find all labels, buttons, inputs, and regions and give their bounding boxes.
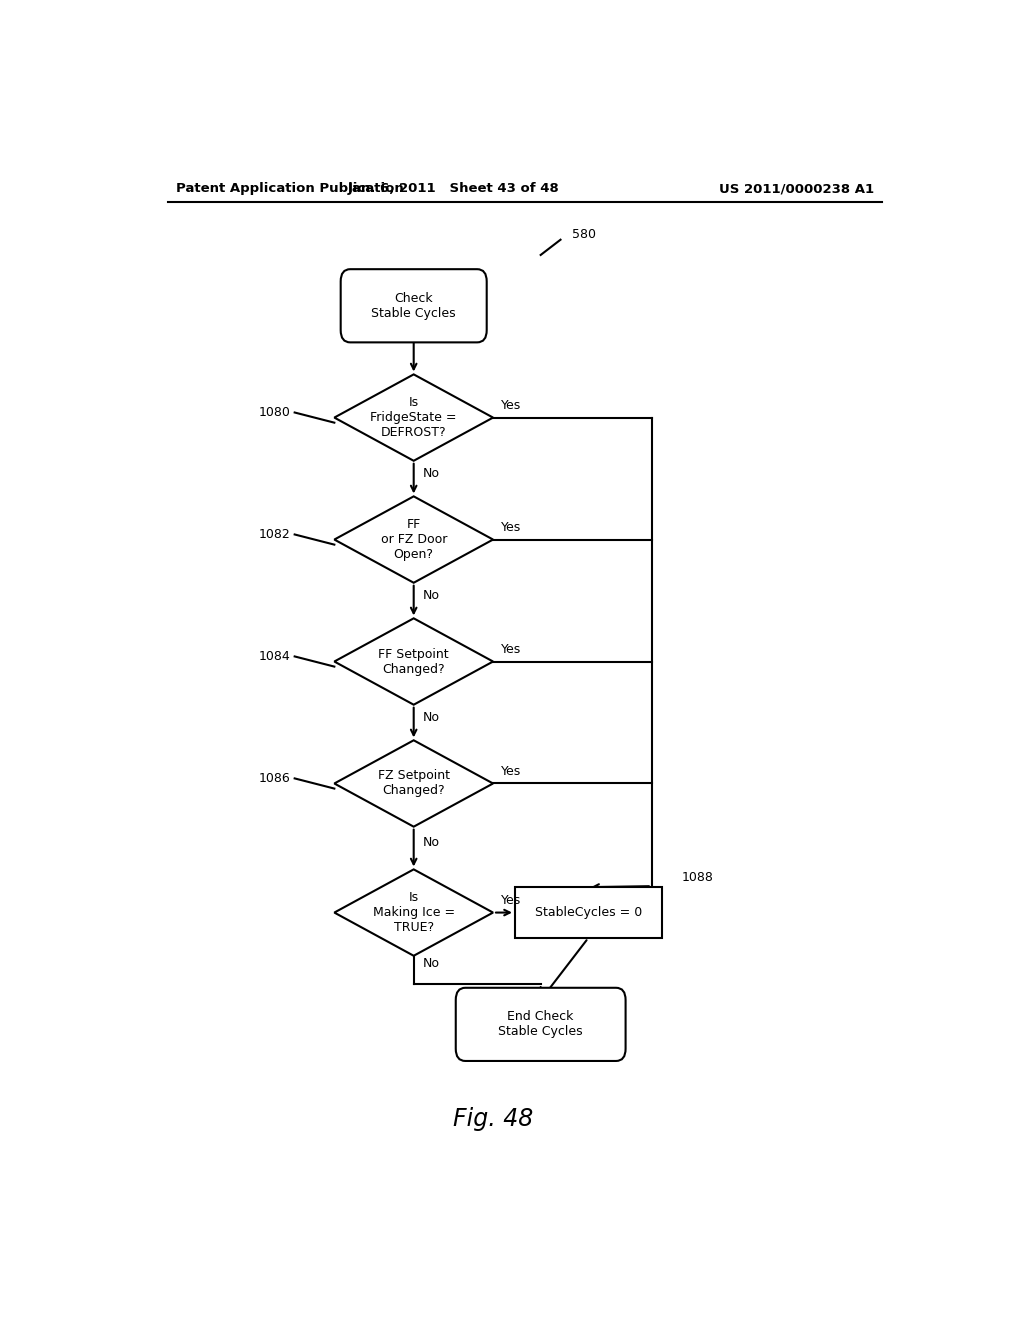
Text: Is
FridgeState =
DEFROST?: Is FridgeState = DEFROST? <box>371 396 457 440</box>
FancyBboxPatch shape <box>341 269 486 342</box>
Text: No: No <box>423 957 440 970</box>
Text: No: No <box>423 711 440 723</box>
Text: StableCycles = 0: StableCycles = 0 <box>535 906 642 919</box>
Text: No: No <box>423 467 440 480</box>
Text: 1080: 1080 <box>259 407 291 418</box>
Text: FF
or FZ Door
Open?: FF or FZ Door Open? <box>381 517 446 561</box>
Text: Check
Stable Cycles: Check Stable Cycles <box>372 292 456 319</box>
Text: 1082: 1082 <box>259 528 291 541</box>
Text: 580: 580 <box>572 228 596 242</box>
Text: No: No <box>423 837 440 850</box>
Text: 1084: 1084 <box>259 649 291 663</box>
Text: End Check
Stable Cycles: End Check Stable Cycles <box>499 1010 583 1039</box>
Text: Yes: Yes <box>501 894 521 907</box>
Polygon shape <box>334 870 494 956</box>
Text: Patent Application Publication: Patent Application Publication <box>176 182 403 195</box>
Text: Is
Making Ice =
TRUE?: Is Making Ice = TRUE? <box>373 891 455 935</box>
Polygon shape <box>334 618 494 705</box>
Text: 1088: 1088 <box>682 871 714 884</box>
Polygon shape <box>334 375 494 461</box>
Bar <box>515 887 662 939</box>
FancyBboxPatch shape <box>456 987 626 1061</box>
Text: 1086: 1086 <box>259 772 291 785</box>
Text: Jan. 6, 2011   Sheet 43 of 48: Jan. 6, 2011 Sheet 43 of 48 <box>347 182 559 195</box>
Text: FZ Setpoint
Changed?: FZ Setpoint Changed? <box>378 770 450 797</box>
Text: Yes: Yes <box>501 764 521 777</box>
Text: Fig. 48: Fig. 48 <box>453 1107 534 1131</box>
Text: No: No <box>423 589 440 602</box>
Polygon shape <box>334 496 494 582</box>
Polygon shape <box>334 741 494 826</box>
Text: Yes: Yes <box>501 521 521 533</box>
Text: Yes: Yes <box>501 643 521 656</box>
Text: FF Setpoint
Changed?: FF Setpoint Changed? <box>379 648 449 676</box>
Text: Yes: Yes <box>501 399 521 412</box>
Text: US 2011/0000238 A1: US 2011/0000238 A1 <box>719 182 873 195</box>
